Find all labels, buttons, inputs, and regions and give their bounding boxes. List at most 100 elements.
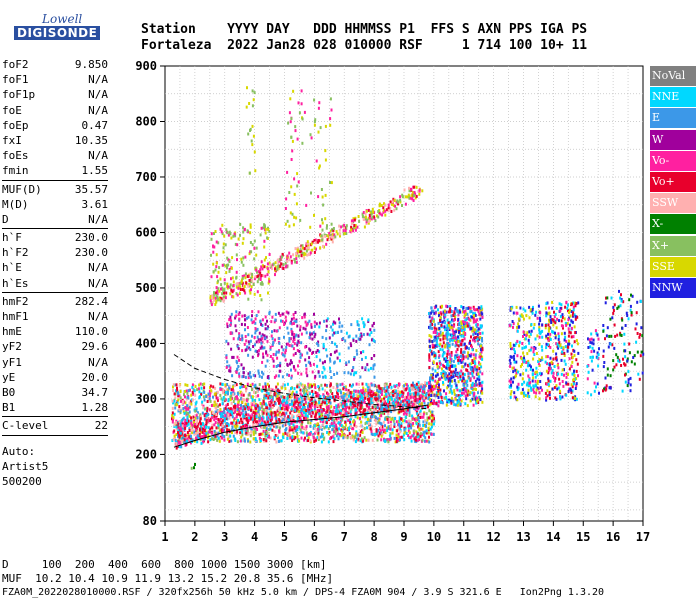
- parameter-name: foEp: [2, 118, 29, 132]
- echo-point: [265, 351, 268, 355]
- echo-point: [567, 373, 569, 376]
- echo-point: [186, 383, 189, 387]
- echo-point: [455, 394, 458, 398]
- echo-point: [624, 373, 626, 377]
- echo-point: [431, 367, 434, 371]
- echo-point: [242, 375, 245, 378]
- echo-point: [414, 435, 417, 439]
- echo-point: [262, 355, 265, 359]
- echo-point: [451, 334, 454, 338]
- echo-point: [229, 232, 232, 236]
- echo-point: [478, 383, 481, 387]
- echo-point: [620, 334, 623, 337]
- echo-point: [277, 374, 280, 378]
- echo-point: [347, 371, 350, 375]
- echo-point: [369, 427, 372, 431]
- echo-point: [277, 435, 279, 439]
- echo-point: [208, 389, 211, 393]
- echo-point: [233, 392, 236, 396]
- echo-point: [521, 363, 523, 366]
- echo-point: [284, 261, 287, 265]
- echo-point: [300, 394, 303, 398]
- echo-point: [409, 423, 412, 427]
- echo-point: [624, 380, 627, 384]
- echo-point: [226, 403, 229, 406]
- echo-point: [234, 234, 237, 238]
- echo-point: [415, 194, 418, 198]
- echo-point: [471, 329, 474, 333]
- echo-point: [239, 390, 242, 394]
- echo-point: [365, 222, 368, 225]
- echo-point: [351, 369, 354, 373]
- echo-point: [379, 429, 382, 433]
- echo-point: [257, 354, 259, 358]
- echo-point: [386, 438, 389, 442]
- echo-point: [571, 360, 574, 364]
- echo-point: [252, 437, 255, 441]
- echo-point: [292, 322, 295, 325]
- echo-point: [379, 432, 382, 436]
- echo-point: [345, 395, 348, 399]
- parameter-name: M(D): [2, 197, 29, 211]
- echo-point: [289, 120, 292, 124]
- echo-point: [341, 324, 344, 328]
- echo-point: [518, 344, 521, 348]
- echo-point: [536, 334, 539, 338]
- echo-point: [473, 383, 476, 387]
- echo-point: [367, 368, 370, 372]
- echo-point: [390, 210, 393, 213]
- echo-point: [265, 256, 267, 260]
- echo-point: [241, 278, 243, 282]
- echo-point: [246, 398, 248, 402]
- echo-point: [206, 395, 209, 399]
- echo-point: [324, 193, 327, 197]
- echo-point: [178, 408, 181, 412]
- echo-point: [481, 346, 484, 350]
- echo-point: [448, 390, 451, 394]
- echo-point: [531, 307, 534, 311]
- echo-point: [389, 206, 392, 210]
- echo-point: [563, 351, 566, 355]
- echo-point: [309, 430, 312, 434]
- echo-point: [402, 412, 405, 416]
- echo-point: [245, 387, 248, 391]
- echo-point: [187, 433, 190, 437]
- echo-point: [573, 313, 576, 317]
- echo-point: [621, 318, 624, 322]
- echo-point: [258, 349, 260, 352]
- echo-point: [268, 310, 271, 314]
- echo-point: [236, 397, 239, 401]
- echo-point: [428, 381, 431, 385]
- echo-point: [273, 430, 276, 434]
- echo-point: [466, 404, 469, 408]
- echo-point: [236, 413, 239, 417]
- echo-point: [286, 326, 289, 330]
- echo-point: [251, 334, 253, 338]
- echo-point: [512, 325, 514, 329]
- echo-point: [532, 384, 535, 388]
- echo-point: [626, 314, 629, 317]
- echo-point: [217, 426, 220, 430]
- echo-point: [280, 386, 283, 390]
- echo-point: [471, 397, 474, 401]
- echo-point: [446, 374, 449, 378]
- echo-point: [457, 313, 460, 317]
- echo-point: [453, 339, 456, 342]
- echo-point: [472, 361, 474, 364]
- echo-point: [417, 434, 420, 438]
- echo-point: [470, 315, 473, 319]
- echo-point: [387, 420, 390, 424]
- echo-point: [541, 335, 544, 339]
- echo-point: [179, 390, 182, 393]
- echo-point: [376, 417, 379, 421]
- echo-point: [388, 403, 391, 407]
- echo-point: [261, 336, 264, 340]
- echo-point: [335, 344, 338, 348]
- echo-point: [548, 306, 550, 310]
- echo-point: [175, 383, 178, 387]
- echo-point: [412, 199, 415, 202]
- echo-point: [433, 354, 436, 358]
- echo-point: [538, 335, 541, 339]
- echo-point: [467, 372, 470, 376]
- echo-point: [244, 272, 247, 276]
